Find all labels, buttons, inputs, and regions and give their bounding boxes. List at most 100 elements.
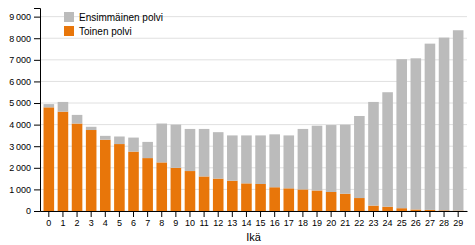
- x-tick-mark: [246, 211, 247, 217]
- x-tick-mark: [359, 211, 360, 217]
- x-tick-mark: [288, 211, 289, 217]
- x-tick-label: 27: [425, 218, 435, 228]
- grid-line: [40, 38, 467, 39]
- bar: [44, 107, 55, 211]
- y-tick: 5 000: [9, 98, 40, 108]
- x-tick-mark: [331, 211, 332, 217]
- bar: [199, 129, 210, 177]
- bar: [312, 126, 323, 191]
- x-tick-mark: [232, 211, 233, 217]
- legend-swatch: [64, 26, 74, 36]
- y-tick-label: 3 000: [9, 142, 31, 152]
- bar: [156, 124, 167, 163]
- bar: [283, 188, 294, 211]
- x-tick-label: 28: [439, 218, 449, 228]
- x-tick-label: 10: [185, 218, 195, 228]
- bar: [425, 44, 436, 210]
- x-tick-label: 7: [145, 218, 150, 228]
- x-tick: 8: [159, 211, 164, 228]
- bar: [255, 135, 266, 184]
- legend: Ensimmäinen polviToinen polvi: [64, 12, 163, 37]
- x-tick-mark: [133, 211, 134, 217]
- x-tick: 24: [383, 211, 393, 228]
- bar: [114, 144, 125, 211]
- bar: [340, 125, 351, 194]
- x-tick-mark: [260, 211, 261, 217]
- bar: [298, 189, 309, 211]
- y-tick-mark: [34, 189, 40, 190]
- bar: [185, 171, 196, 211]
- y-tick-mark: [34, 103, 40, 104]
- x-tick: 21: [340, 211, 350, 228]
- x-tick-label: 15: [256, 218, 266, 228]
- y-tick: 6 000: [9, 77, 40, 87]
- bar: [128, 138, 139, 152]
- bar: [425, 210, 436, 211]
- x-tick-label: 18: [298, 218, 308, 228]
- x-tick-mark: [345, 211, 346, 217]
- x-tick-label: 21: [340, 218, 350, 228]
- x-tick: 18: [298, 211, 308, 228]
- bar: [354, 116, 365, 198]
- x-tick: 14: [241, 211, 251, 228]
- x-tick-label: 17: [284, 218, 294, 228]
- x-tick: 17: [284, 211, 294, 228]
- x-tick-label: 9: [173, 218, 178, 228]
- x-tick: 6: [131, 211, 136, 228]
- x-tick: 13: [227, 211, 237, 228]
- y-tick-mark: [34, 60, 40, 61]
- y-tick: 1 000: [9, 185, 40, 195]
- y-tick: 3 000: [9, 142, 40, 152]
- bar: [100, 136, 111, 140]
- series-bars: [44, 30, 464, 210]
- x-tick-label: 22: [354, 218, 364, 228]
- x-tick: 28: [439, 211, 449, 228]
- x-tick-label: 24: [383, 218, 393, 228]
- y-axis: 01 0002 0003 0004 0005 0006 0007 0008 00…: [9, 9, 40, 217]
- bar: [269, 134, 280, 187]
- y-tick-label: 7 000: [9, 55, 31, 65]
- x-axis: 0123456789101112131415161718192021222324…: [41, 211, 468, 228]
- y-tick: 4 000: [9, 120, 40, 130]
- x-tick: 0: [46, 211, 51, 228]
- y-tick-mark: [34, 125, 40, 126]
- x-tick: 20: [326, 211, 336, 228]
- y-tick-label: 2 000: [9, 163, 31, 173]
- x-axis-title: Ikä: [246, 231, 262, 243]
- bar: [439, 38, 450, 211]
- x-tick: 23: [368, 211, 378, 228]
- bar: [142, 142, 153, 158]
- x-tick-mark: [218, 211, 219, 217]
- x-tick-label: 26: [411, 218, 421, 228]
- x-tick-label: 12: [213, 218, 223, 228]
- bar: [382, 207, 393, 211]
- bar: [368, 102, 379, 206]
- x-tick: 27: [425, 211, 435, 228]
- x-tick-mark: [77, 211, 78, 217]
- y-tick-label: 1 000: [9, 185, 31, 195]
- x-tick-label: 4: [103, 218, 108, 228]
- x-tick-mark: [147, 211, 148, 217]
- y-tick-mark: [34, 146, 40, 147]
- bar: [72, 115, 83, 124]
- bar: [382, 92, 393, 206]
- x-tick-label: 20: [326, 218, 336, 228]
- x-tick: 16: [270, 211, 280, 228]
- bar: [199, 176, 210, 211]
- y-tick-mark: [34, 17, 40, 18]
- legend-label: Ensimmäinen polvi: [79, 12, 163, 23]
- x-tick: 7: [145, 211, 150, 228]
- bar: [326, 125, 337, 192]
- x-tick: 12: [213, 211, 223, 228]
- x-tick-mark: [302, 211, 303, 217]
- x-tick-label: 1: [60, 218, 65, 228]
- bar: [411, 58, 422, 209]
- legend-swatch: [64, 12, 74, 22]
- x-tick-label: 13: [227, 218, 237, 228]
- x-tick: 2: [75, 211, 80, 228]
- y-tick-mark: [34, 168, 40, 169]
- legend-item: Ensimmäinen polvi: [64, 12, 163, 23]
- bar: [312, 190, 323, 211]
- x-tick-mark: [373, 211, 374, 217]
- bar: [396, 208, 407, 211]
